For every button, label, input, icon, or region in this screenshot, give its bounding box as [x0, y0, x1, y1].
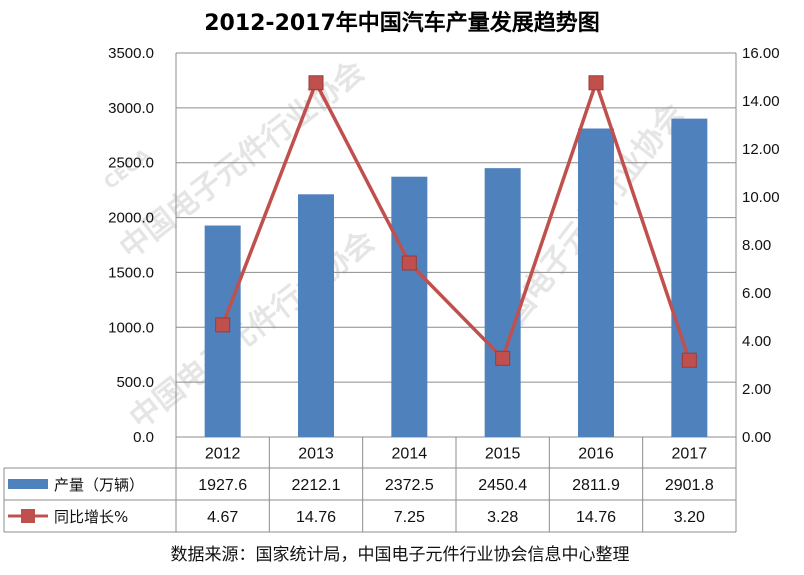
table-cell-output: 2372.5 [385, 477, 434, 494]
category-label: 2015 [485, 446, 521, 463]
right-tick-label: 16.00 [742, 45, 780, 62]
table-cell-output: 2212.1 [292, 477, 341, 494]
category-label: 2014 [392, 446, 428, 463]
table-cell-output: 2811.9 [572, 477, 620, 494]
left-tick-label: 2000.0 [108, 210, 154, 227]
table-cell-growth: 14.76 [296, 509, 336, 526]
category-label: 2012 [205, 446, 241, 463]
growth-marker [215, 317, 231, 333]
right-tick-label: 14.00 [742, 93, 780, 110]
bar [484, 168, 521, 437]
source-note: 数据来源：国家统计局，中国电子元件行业协会信息中心整理 [171, 545, 630, 565]
growth-marker [401, 255, 417, 271]
bar-series [204, 118, 708, 438]
category-label: 2016 [578, 446, 614, 463]
left-tick-label: 1000.0 [108, 319, 154, 336]
left-tick-label: 3000.0 [108, 100, 154, 117]
right-tick-label: 6.00 [742, 285, 771, 302]
line-series [215, 75, 697, 368]
table-cell-growth: 14.76 [576, 509, 616, 526]
right-tick-label: 0.00 [742, 429, 771, 446]
legend-label-output: 产量（万辆） [54, 476, 144, 494]
data-table: 2012 2013 2014 2015 2016 2017 产量（万辆） 同比增长% 1927.… [3, 437, 736, 533]
bar [391, 176, 428, 437]
category-label: 2017 [672, 446, 708, 463]
bar [671, 118, 708, 437]
bar [578, 128, 614, 438]
chart-title: 2012-2017年中国汽车产量发展趋势图 [204, 10, 600, 36]
left-tick-label: 1500.0 [108, 264, 154, 281]
table-cell-growth: 4.67 [207, 509, 238, 526]
bar [298, 194, 334, 437]
right-tick-label: 4.00 [742, 333, 771, 350]
growth-marker [308, 75, 324, 91]
category-label: 2013 [298, 446, 334, 463]
table-cell-growth: 7.25 [394, 509, 425, 526]
legend-label-growth: 同比增长% [54, 508, 128, 526]
legend-bar-swatch [8, 479, 48, 489]
table-cell-output: 1927.6 [198, 477, 247, 494]
left-tick-label: 2500.0 [108, 155, 154, 172]
legend-line-marker [21, 509, 35, 523]
left-tick-label: 0.0 [133, 429, 154, 446]
table-cell-output: 2901.8 [665, 477, 714, 494]
table-cell-growth: 3.28 [487, 509, 518, 526]
growth-line [221, 77, 691, 362]
watermark-text: 中国电子元件行业协会 [123, 224, 381, 436]
left-tick-label: 500.0 [116, 374, 154, 391]
right-tick-label: 8.00 [742, 237, 771, 254]
growth-marker [588, 75, 604, 91]
table-cell-growth: 3.20 [674, 509, 705, 526]
left-y-axis: 0.0 500.0 1000.0 1500.0 2000.0 2500.0 3000.0 35… [108, 45, 177, 532]
right-tick-label: 2.00 [742, 381, 771, 398]
left-tick-label: 3500.0 [108, 45, 154, 62]
growth-marker [681, 352, 697, 368]
right-y-axis: 0.00 2.00 4.00 6.00 8.00 10.00 12.00 14.00 16.00 [735, 45, 780, 532]
growth-marker [495, 350, 511, 366]
right-tick-label: 12.00 [742, 141, 780, 158]
table-cell-output: 2450.4 [478, 477, 527, 494]
right-tick-label: 10.00 [742, 189, 780, 206]
